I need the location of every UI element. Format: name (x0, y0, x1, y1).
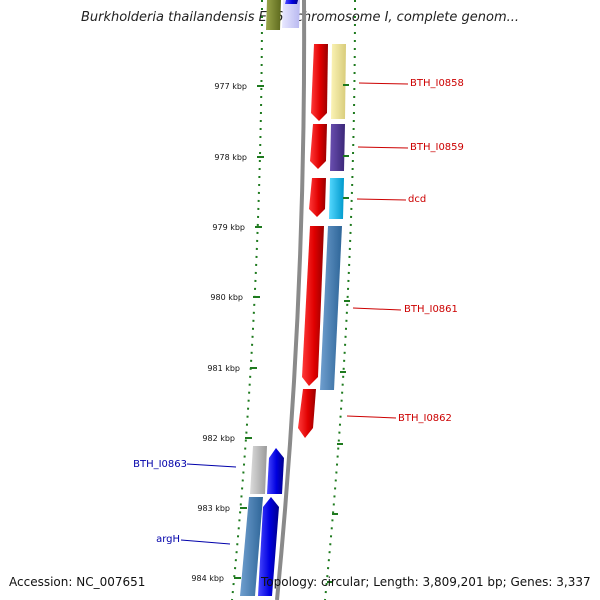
ruler-tick-label: 981 kbp (207, 364, 240, 373)
minor-ticks (327, 84, 350, 583)
ruler-tick-label: 979 kbp (212, 223, 245, 232)
gene-label-leader (357, 146, 409, 149)
fragment-lavender[interactable] (282, 0, 300, 28)
gene-label[interactable]: BTH_I0863 (133, 459, 187, 470)
gene-block-argH[interactable] (240, 497, 263, 596)
fragment-olive[interactable] (266, 0, 281, 30)
gene-arrow-BTH_I0863-rev[interactable] (267, 448, 284, 494)
gene-arrow-BTH_I0859-fwd[interactable] (310, 124, 327, 169)
feature-blocks[interactable] (240, 0, 346, 596)
map-title: Burkholderia thailandensis E264 chromoso… (80, 10, 520, 25)
gene-block-BTH_I0859[interactable] (330, 124, 345, 171)
ruler-tick-label: 978 kbp (214, 153, 247, 162)
gene-block-BTH_I0858[interactable] (331, 44, 346, 119)
gene-label-leader (186, 463, 237, 468)
gene-label-leader (352, 307, 402, 311)
genome-stats-text: Topology: circular; Length: 3,809,201 bp… (261, 575, 591, 589)
ruler: 977 kbp 978 kbp 979 kbp 980 kbp 981 kbp 982 k… (191, 82, 264, 583)
gene-arrow-BTH_I0861-fwd[interactable] (302, 226, 324, 386)
ruler-tick-label: 984 kbp (191, 574, 224, 583)
ruler-tick-label: 980 kbp (210, 293, 243, 302)
gene-block-BTH_I0861[interactable] (320, 226, 342, 390)
gene-arrow-argH-rev[interactable] (258, 497, 279, 596)
gene-block-BTH_I0863[interactable] (250, 446, 267, 494)
gene-label[interactable]: BTH_I0859 (410, 142, 464, 153)
gene-label[interactable]: dcd (408, 194, 426, 205)
gene-arrow-BTH_I0862-fwd[interactable] (298, 389, 316, 438)
gene-label[interactable]: BTH_I0862 (398, 413, 452, 424)
accession-text: Accession: NC_007651 (9, 575, 146, 589)
gene-label-leader (358, 82, 409, 85)
ruler-tick-label: 977 kbp (214, 82, 247, 91)
ruler-tick-label: 982 kbp (202, 434, 235, 443)
fragment-blue[interactable] (285, 0, 298, 4)
gene-label-leader (356, 198, 407, 201)
gene-label[interactable]: argH (156, 534, 180, 545)
ruler-tick-label: 983 kbp (197, 504, 230, 513)
gene-arrow-BTH_I0858-fwd[interactable] (311, 44, 328, 121)
gene-label[interactable]: BTH_I0861 (404, 304, 458, 315)
gene-label-leader (346, 415, 397, 419)
backbone-line (275, 0, 307, 600)
gene-arrow-dcd-fwd[interactable] (309, 178, 326, 217)
gene-label-leader (180, 539, 231, 545)
gene-label[interactable]: BTH_I0858 (410, 78, 464, 89)
gene-block-dcd[interactable] (329, 178, 344, 219)
